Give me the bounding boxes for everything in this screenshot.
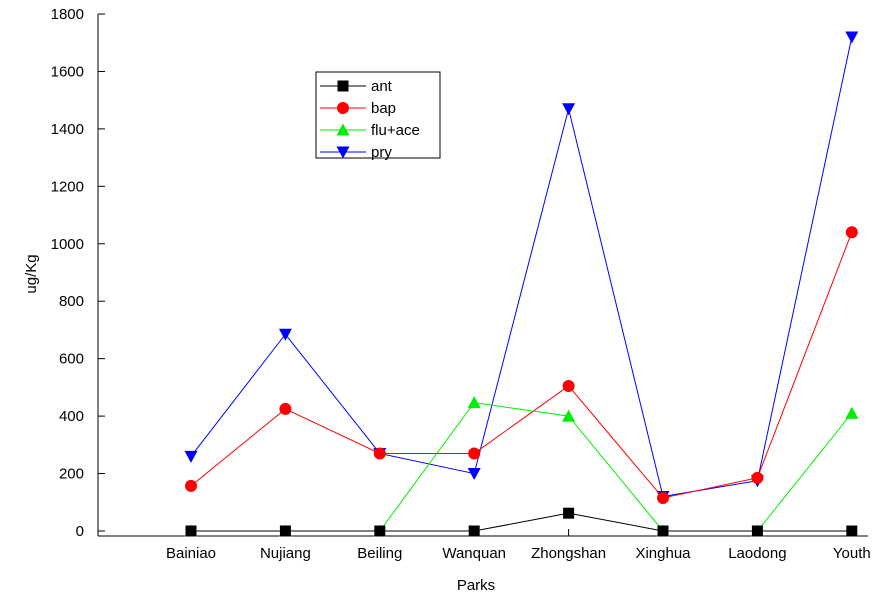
y-tick-label: 1800	[51, 6, 84, 23]
data-point	[845, 226, 858, 239]
x-tick-label: Laodong	[728, 545, 786, 562]
x-tick-label: Youth	[833, 545, 871, 562]
series-pry	[184, 31, 859, 504]
x-tick-label: Bainiao	[166, 545, 216, 562]
data-point	[374, 525, 386, 537]
data-point	[562, 379, 575, 392]
y-axis-title: ug/Kg	[23, 254, 40, 293]
data-point	[467, 468, 481, 481]
legend-label: flu+ace	[371, 122, 420, 139]
data-point	[185, 479, 197, 492]
y-tick-label: 1400	[51, 121, 84, 138]
y-tick-label: 1600	[51, 63, 84, 80]
data-point	[751, 525, 763, 537]
legend-label: ant	[371, 78, 393, 95]
data-point	[563, 507, 575, 519]
data-point	[562, 103, 576, 116]
y-tick-label: 800	[59, 293, 84, 310]
y-ticks: 0 200 400 600 800 1000 1200 1400 1600 1800	[51, 6, 105, 540]
data-point	[657, 491, 669, 504]
legend-label: pry	[371, 144, 392, 161]
data-point	[278, 328, 292, 341]
legend-marker	[336, 123, 350, 136]
series-ant	[185, 507, 858, 537]
legend-marker	[337, 102, 349, 114]
data-point	[185, 525, 197, 537]
data-point	[751, 471, 764, 484]
data-point	[373, 447, 386, 460]
data-point	[562, 409, 576, 422]
x-tick-label: Wanquan	[442, 545, 506, 562]
series-layer	[184, 31, 859, 537]
data-point	[845, 31, 859, 44]
data-point	[846, 525, 858, 537]
legend-label: bap	[371, 100, 396, 117]
legend: ant bap flu+ace pry	[315, 71, 441, 161]
x-tick-label: Nujiang	[260, 545, 311, 562]
y-tick-label: 200	[59, 466, 84, 483]
data-point	[184, 450, 198, 463]
series-bap	[185, 226, 858, 504]
legend-marker	[337, 80, 349, 92]
series-flu-ace	[184, 396, 859, 537]
y-tick-label: 600	[59, 351, 84, 368]
data-point	[845, 406, 859, 419]
y-tick-label: 1200	[51, 178, 84, 195]
x-axis-title: Parks	[457, 577, 495, 594]
data-point	[279, 402, 292, 415]
x-tick-label: Beiling	[357, 545, 402, 562]
y-tick-label: 0	[76, 523, 84, 540]
x-ticks: Bainiao Nujiang Beiling Wanquan Zhongshan Xin…	[166, 529, 871, 562]
data-point	[657, 525, 669, 537]
y-tick-label: 1000	[51, 236, 84, 253]
series-line	[190, 232, 853, 499]
data-point	[468, 447, 481, 460]
series-line	[191, 402, 853, 532]
series-line	[191, 512, 852, 532]
legend-marker	[336, 146, 350, 159]
data-point	[468, 525, 480, 537]
series-line	[190, 36, 853, 498]
axes	[97, 14, 868, 537]
y-tick-label: 400	[59, 408, 84, 425]
data-point	[279, 525, 291, 537]
x-tick-label: Zhongshan	[531, 545, 606, 562]
x-tick-label: Xinghua	[635, 545, 691, 562]
data-point	[467, 396, 481, 409]
